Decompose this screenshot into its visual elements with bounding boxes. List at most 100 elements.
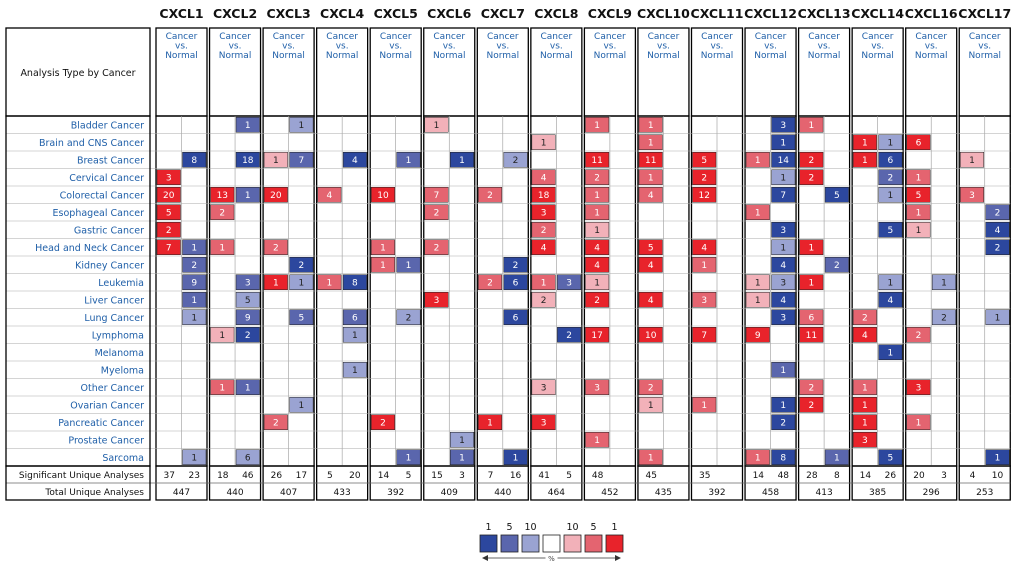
- cell-count: 4: [995, 226, 1001, 236]
- cancer-label: Myeloma: [101, 365, 144, 376]
- heat-cell: [289, 309, 314, 325]
- heat-cell: [771, 239, 796, 255]
- total-analyses-count: 440: [226, 488, 243, 498]
- heat-cell: [585, 204, 610, 220]
- heat-cell: [771, 257, 796, 273]
- cell-count: 2: [701, 174, 707, 184]
- heat-cell: [692, 187, 717, 203]
- heat-cell: [771, 187, 796, 203]
- heat-cell: [852, 379, 877, 395]
- gene-label: CXCL16: [905, 6, 958, 21]
- cell-count: 2: [566, 331, 572, 341]
- total-analyses-count: 452: [601, 488, 618, 498]
- legend-swatch: [584, 534, 603, 553]
- legend-label: 10: [566, 522, 578, 533]
- heat-cell: [531, 169, 556, 185]
- heat-cell: [342, 362, 367, 378]
- cell-count: 7: [434, 191, 440, 201]
- column-subheader: Normal: [701, 51, 734, 61]
- cell-count: 4: [327, 191, 333, 201]
- cell-count: 2: [941, 314, 947, 324]
- legend-arrow-left-icon: [482, 555, 488, 561]
- cell-count: 1: [245, 384, 251, 394]
- heat-cell: [931, 309, 956, 325]
- heat-cell: [450, 449, 474, 465]
- cell-count: 1: [808, 244, 814, 254]
- cell-count: 1: [648, 121, 654, 131]
- heat-cell: [906, 327, 931, 343]
- column-subheader: Cancer: [273, 32, 305, 42]
- heat-cell: [210, 204, 235, 220]
- heat-cell: [771, 414, 796, 430]
- cell-count: 17: [591, 331, 602, 341]
- cell-count: 7: [166, 244, 172, 254]
- gene-label: CXCL9: [588, 6, 632, 21]
- column-subheader: vs.: [443, 42, 456, 52]
- heat-cell: [156, 169, 181, 185]
- summary-label-box: [5, 465, 151, 501]
- cancer-label: Colorectal Cancer: [60, 190, 144, 201]
- cell-count: 5: [888, 226, 894, 236]
- legend-swatch: [521, 534, 540, 553]
- cell-count: 1: [352, 331, 358, 341]
- cell-count: 2: [541, 296, 547, 306]
- heat-cell: [289, 117, 314, 133]
- cell-count: 8: [191, 156, 197, 166]
- cell-count: 1: [648, 401, 654, 411]
- total-analyses-count: 433: [334, 488, 351, 498]
- cell-count: 3: [541, 419, 547, 429]
- cell-count: 6: [513, 279, 519, 289]
- cell-count: 13: [217, 191, 228, 201]
- legend-label: 10: [524, 522, 536, 533]
- cell-count: 2: [273, 419, 279, 429]
- cell-count: 1: [701, 261, 707, 271]
- heat-cell: [531, 222, 556, 238]
- column-subheader: vs.: [282, 42, 295, 52]
- heat-cell: [235, 187, 260, 203]
- column-subheader: Normal: [272, 51, 305, 61]
- cancer-label: Kidney Cancer: [75, 260, 144, 271]
- cell-count: 6: [245, 454, 251, 464]
- total-analyses-count: 407: [280, 488, 297, 498]
- cell-count: 3: [780, 279, 786, 289]
- cell-count: 1: [755, 454, 761, 464]
- heat-cell: [424, 187, 449, 203]
- heat-cell: [235, 152, 260, 168]
- cell-count: 4: [594, 244, 600, 254]
- cell-count: 1: [380, 244, 386, 254]
- heat-cell: [503, 309, 528, 325]
- column-subheader: vs.: [550, 42, 563, 52]
- cell-count: 1: [862, 156, 868, 166]
- column-subheader: Normal: [861, 51, 894, 61]
- heat-cell: [771, 362, 796, 378]
- significant-down-count: 48: [778, 471, 790, 481]
- heat-cell: [478, 187, 503, 203]
- heat-cell: [771, 309, 796, 325]
- column-subheader: vs.: [871, 42, 884, 52]
- cell-count: 1: [406, 156, 412, 166]
- cell-count: 1: [755, 156, 761, 166]
- cell-count: 9: [755, 331, 761, 341]
- cell-count: 3: [780, 314, 786, 324]
- cell-count: 1: [594, 191, 600, 201]
- cell-count: 1: [862, 384, 868, 394]
- heat-cell: [263, 274, 288, 290]
- cell-count: 4: [648, 191, 654, 201]
- heat-cell: [824, 449, 849, 465]
- significant-down-count: 26: [885, 471, 897, 481]
- cell-count: 1: [191, 314, 197, 324]
- significant-down-count: 5: [566, 471, 572, 481]
- heat-cell: [424, 117, 449, 133]
- gene-label: CXCL5: [374, 6, 418, 21]
- gene-label: CXCL17: [958, 6, 1011, 21]
- cell-count: 2: [916, 331, 922, 341]
- cell-count: 2: [298, 261, 304, 271]
- column-subheader: Cancer: [540, 32, 572, 42]
- heat-cell: [852, 309, 877, 325]
- heat-cell: [531, 274, 556, 290]
- heat-cell: [745, 152, 770, 168]
- cell-count: 3: [434, 296, 440, 306]
- gene-label: CXCL10: [637, 6, 690, 21]
- heat-cell: [424, 292, 449, 308]
- cell-count: 1: [219, 384, 225, 394]
